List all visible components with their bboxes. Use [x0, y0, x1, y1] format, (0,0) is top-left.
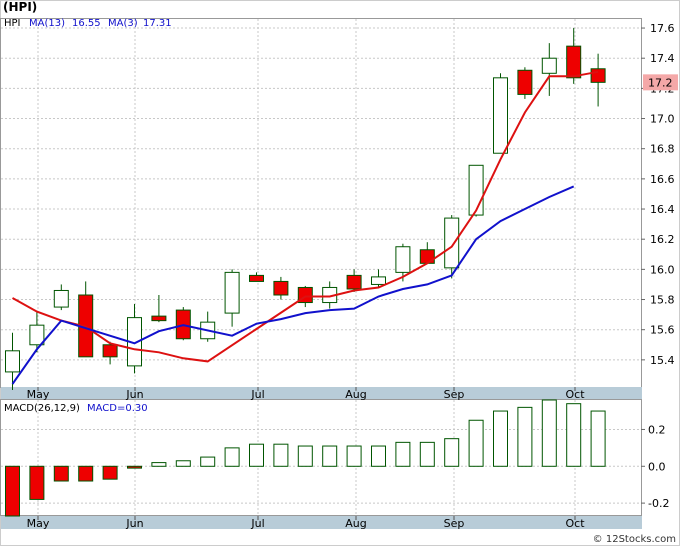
- macd-legend-value: MACD=0.30: [87, 403, 148, 414]
- candle-up: [493, 77, 508, 154]
- month-label-macd: Oct: [565, 517, 585, 530]
- price-legend: HPI MA(13) 16.55 MA(3) 17.31: [4, 18, 172, 29]
- macd-bar-positive: [371, 445, 386, 467]
- macd-bar-positive: [493, 410, 508, 467]
- candle-down: [249, 274, 264, 282]
- price-y-tick-label: 17.6: [650, 22, 675, 35]
- candle-down: [566, 45, 582, 79]
- candle-up: [5, 350, 20, 373]
- price-y-tick-label: 15.6: [650, 324, 675, 337]
- macd-time-axis-bar: [1, 516, 642, 529]
- candle-down: [273, 280, 289, 296]
- price-y-tick-label: 16.0: [650, 263, 675, 276]
- candlestick-series: [5, 28, 606, 391]
- macd-y-tick-label: 0.0: [648, 460, 666, 473]
- macd-bar-negative: [29, 465, 45, 500]
- macd-y-tick-label: -0.2: [648, 497, 669, 510]
- macd-bar-positive: [297, 445, 313, 467]
- macd-y-tick-label: 0.2: [648, 423, 666, 436]
- macd-histogram: [5, 399, 606, 517]
- candle-down: [590, 68, 606, 83]
- ma13-line: [11, 185, 575, 385]
- macd-bar-positive: [541, 399, 557, 467]
- macd-bar-positive: [224, 447, 240, 467]
- macd-bar-positive: [249, 443, 264, 467]
- macd-bar-negative: [127, 465, 142, 469]
- last-price-tag: 17.2: [643, 74, 678, 91]
- legend-ma13-label: MA(13): [29, 18, 65, 29]
- macd-bar-positive: [200, 456, 216, 467]
- candle-down: [517, 69, 533, 95]
- month-axis-labels: May May Jun Jun Jul Jul Aug Aug Sep Sep Oct Oct: [27, 387, 585, 530]
- macd-bar-negative: [53, 465, 69, 482]
- month-label-macd: Sep: [444, 517, 465, 530]
- candle-up: [444, 217, 460, 269]
- watermark: © 12Stocks.com: [593, 534, 676, 545]
- macd-bar-negative: [78, 465, 94, 482]
- month-label-macd: Jun: [125, 517, 143, 530]
- month-label-macd: Jul: [250, 517, 264, 530]
- moving-average-lines: [11, 70, 599, 385]
- macd-bar-positive: [419, 441, 435, 467]
- macd-bar-positive: [517, 406, 533, 467]
- price-time-axis-bar: [1, 387, 642, 399]
- last-price-tag-box: [643, 74, 678, 91]
- macd-bar-positive: [273, 443, 289, 467]
- price-panel-frame: [0, 18, 642, 388]
- macd-bar-positive: [346, 445, 362, 467]
- candle-up: [541, 57, 557, 74]
- legend-ma3-label: MA(3): [108, 18, 138, 29]
- ma3-line: [12, 70, 599, 363]
- candle-up: [53, 289, 69, 308]
- macd-bar-negative: [102, 465, 118, 480]
- macd-bar-positive: [468, 419, 484, 467]
- month-label-price: Aug: [345, 388, 366, 401]
- month-label-price: Oct: [565, 388, 585, 401]
- candle-down: [102, 344, 118, 358]
- price-y-tick-label: 17.0: [650, 113, 675, 126]
- legend-ma3-value: 17.31: [143, 18, 172, 29]
- price-y-tick-label: 16.4: [650, 203, 675, 216]
- macd-legend: MACD(26,12,9) MACD=0.30: [4, 403, 148, 414]
- candle-down: [346, 274, 362, 290]
- legend-ma13-value: 16.55: [72, 18, 101, 29]
- candle-down: [151, 315, 167, 322]
- macd-bar-negative: [5, 465, 20, 517]
- candle-down: [419, 249, 435, 264]
- macd-bar-positive: [151, 462, 167, 467]
- macd-bar-positive: [590, 410, 606, 467]
- macd-bar-positive: [566, 403, 582, 467]
- candle-up: [224, 271, 240, 314]
- month-label-macd: Aug: [345, 517, 366, 530]
- month-label-price: May: [27, 388, 50, 401]
- price-y-tick-label: 16.2: [650, 233, 675, 246]
- macd-legend-label: MACD(26,12,9): [4, 403, 80, 414]
- price-y-tick-label: 15.8: [650, 294, 675, 307]
- macd-bar-positive: [444, 438, 460, 467]
- price-y-tick-label: 17.4: [650, 52, 675, 65]
- legend-symbol: HPI: [4, 18, 21, 29]
- month-label-price: Jul: [250, 388, 264, 401]
- candle-up: [371, 276, 386, 285]
- price-grid: [1, 19, 641, 387]
- month-label-price: Sep: [444, 388, 465, 401]
- candle-up: [468, 164, 484, 216]
- chart-title: (HPI): [3, 0, 37, 14]
- month-label-macd: May: [27, 517, 50, 530]
- candle-up: [29, 324, 45, 346]
- price-y-tick-label: 16.6: [650, 173, 675, 186]
- month-label-price: Jun: [125, 388, 143, 401]
- price-y-tick-label: 16.8: [650, 143, 675, 156]
- candle-up: [395, 246, 411, 273]
- last-price-tag-text: 17.2: [648, 76, 673, 89]
- macd-bar-positive: [395, 441, 411, 467]
- macd-bar-positive: [175, 460, 191, 467]
- macd-y-axis: 0.2 0.0 -0.2: [641, 423, 669, 510]
- macd-panel-frame: [0, 399, 642, 516]
- macd-bar-positive: [322, 445, 338, 467]
- price-y-tick-label: 15.4: [650, 354, 675, 367]
